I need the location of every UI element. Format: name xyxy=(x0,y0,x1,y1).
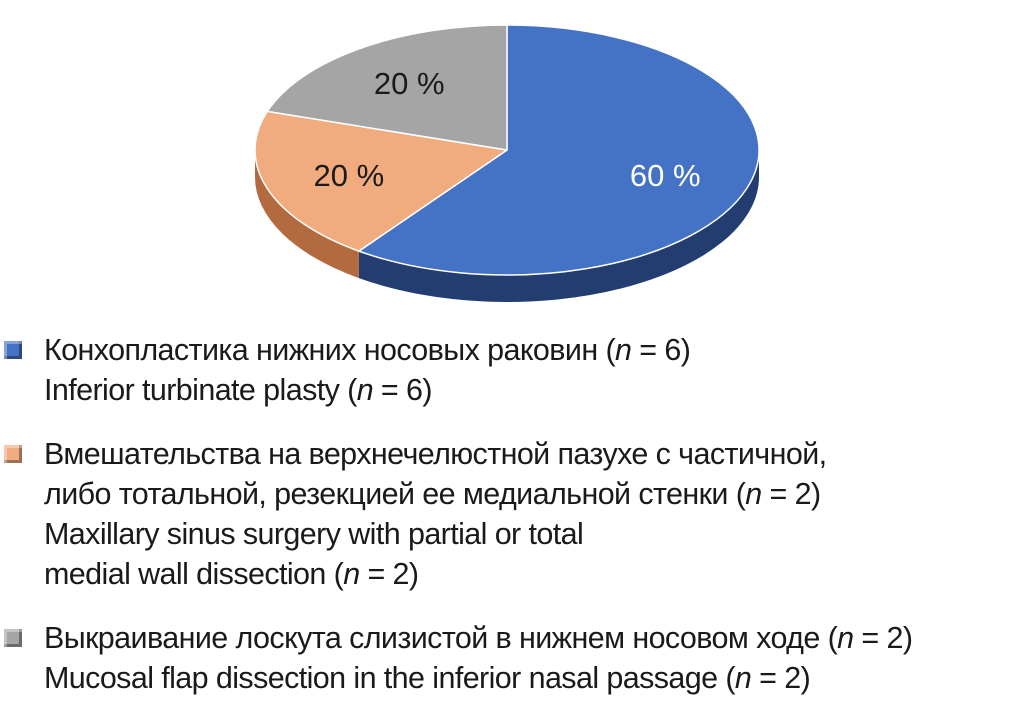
pie-slice-side-1 xyxy=(358,150,759,303)
pie-chart-svg: 60 % 20 % 20 % xyxy=(254,24,760,303)
pie-labels: 60 % 20 % 20 % xyxy=(313,66,700,193)
legend-line: либо тотальной, резекцией ее медиальной … xyxy=(44,477,821,511)
legend-variable: n xyxy=(356,373,374,407)
legend-line: medial wall dissection (n = 2) xyxy=(44,557,419,591)
legend-marker-icon xyxy=(4,341,22,359)
pie-slices xyxy=(254,24,760,276)
legend-line: Вмешательства на верхнечелюстной пазухе … xyxy=(44,437,827,471)
legend-line: Выкраивание лоскута слизистой в нижнем н… xyxy=(44,621,913,655)
legend-label: Выкраивание лоскута слизистой в нижнем н… xyxy=(44,618,1012,698)
pie-chart: 60 % 20 % 20 % xyxy=(0,0,1015,320)
legend-line: Mucosal flap dissection in the inferior … xyxy=(44,661,811,695)
legend-line: Maxillary sinus surgery with partial or … xyxy=(44,517,584,551)
legend-item-3: Выкраивание лоскута слизистой в нижнем н… xyxy=(0,618,1015,698)
pie-slice-1 xyxy=(358,24,760,276)
legend-marker-icon xyxy=(4,629,22,647)
pie-slice-side-2 xyxy=(255,150,359,279)
legend-variable: n xyxy=(615,333,632,367)
pie-label-3: 20 % xyxy=(374,66,445,101)
legend-variable: n xyxy=(734,661,752,695)
pie-label-1: 60 % xyxy=(630,158,701,193)
pie-sides xyxy=(255,150,759,303)
pie-slice-3 xyxy=(266,24,508,151)
legend-line: Конхопластика нижних носовых раковин (n … xyxy=(44,333,691,367)
pie-label-2: 20 % xyxy=(313,158,384,193)
legend-item-2: Вмешательства на верхнечелюстной пазухе … xyxy=(0,434,1015,594)
legend-variable: n xyxy=(837,621,854,655)
legend-marker-icon xyxy=(4,445,22,463)
legend-label: Вмешательства на верхнечелюстной пазухе … xyxy=(44,434,1012,594)
legend-label: Конхопластика нижних носовых раковин (n … xyxy=(44,330,1012,410)
legend-item-1: Конхопластика нижних носовых раковин (n … xyxy=(0,330,1015,410)
legend-variable: n xyxy=(343,557,360,591)
pie-slice-2 xyxy=(254,110,508,252)
legend-line: Inferior turbinate plasty (n = 6) xyxy=(44,373,433,407)
legend-variable: n xyxy=(745,477,762,511)
